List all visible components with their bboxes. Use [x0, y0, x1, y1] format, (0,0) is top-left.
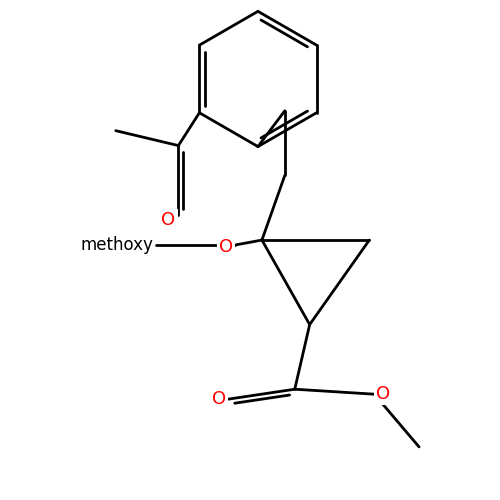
Text: O: O: [219, 238, 233, 256]
Text: O: O: [162, 211, 175, 229]
Text: O: O: [212, 390, 226, 408]
Text: O: O: [376, 385, 390, 403]
Text: methoxy: methoxy: [80, 236, 154, 254]
